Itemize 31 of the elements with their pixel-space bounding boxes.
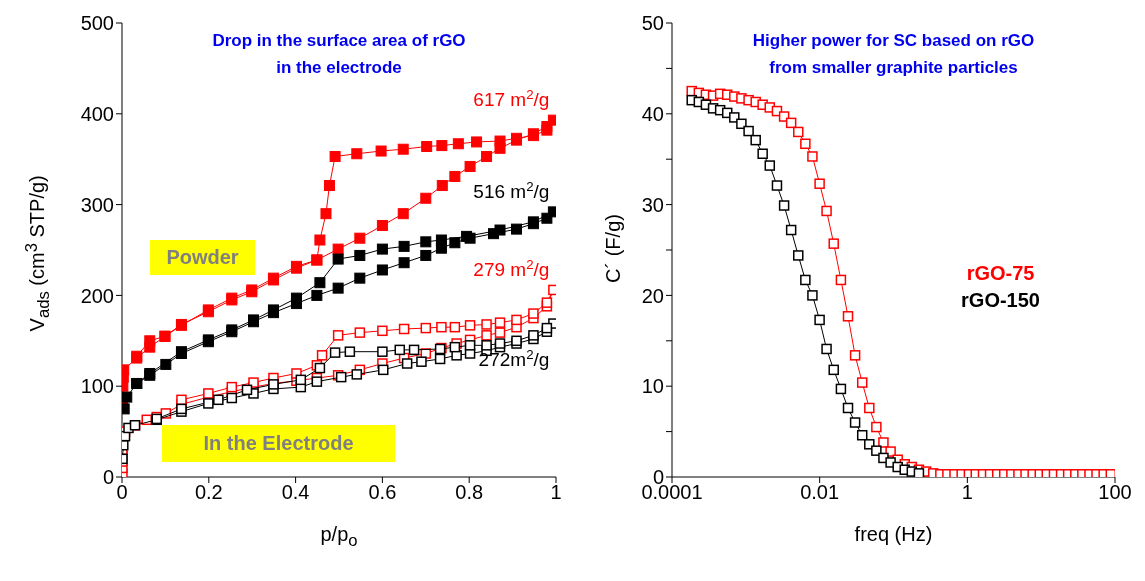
y-tick-label: 10 [641,375,664,398]
x-tick-label: 1 [550,481,562,504]
series-label: 272m$^{2}$/g [478,346,550,370]
y-tick-label: 500 [80,12,114,35]
text: rGO-150 [961,288,1040,313]
x-tick-label: 1 [961,481,973,504]
y-axis-title: C´ (F/g) [601,213,625,285]
y-tick-label: 50 [641,12,664,35]
y-tick-label: 200 [80,284,114,307]
x-tick-label: 100 [1098,481,1132,504]
y-tick-label: 40 [641,102,664,125]
x-axis-title: p/p$_{o}$ [319,523,359,551]
y-tick-label: 400 [80,102,114,125]
series-label: 617 m$^{2}$/g [473,86,550,111]
text: rGO-75 [965,261,1036,286]
y-tick-label: 100 [80,375,114,398]
x-tick-label: 0.01 [800,481,840,504]
x-tick-label: 0 [116,481,128,504]
y-tick-label: 0 [102,466,114,489]
x-axis-title: freq (Hz) [853,523,934,546]
x-tick-label: 0.6 [368,481,397,504]
series-label: 516 m$^{2}$/g [473,178,550,202]
y-tick-label: 30 [641,193,664,216]
text: Drop in the surface area of rGO in the electrode [211,30,467,79]
x-tick-label: 0.4 [281,481,310,504]
y-tick-label: 20 [641,284,664,307]
x-tick-label: 0.8 [455,481,484,504]
series-label: 279 m$^{2}$/g [473,256,550,280]
x-tick-label: 0.2 [194,481,223,504]
text: Higher power for SC based on rGO from smaller graphite particles [751,30,1036,79]
y-tick-label: 300 [80,193,114,216]
